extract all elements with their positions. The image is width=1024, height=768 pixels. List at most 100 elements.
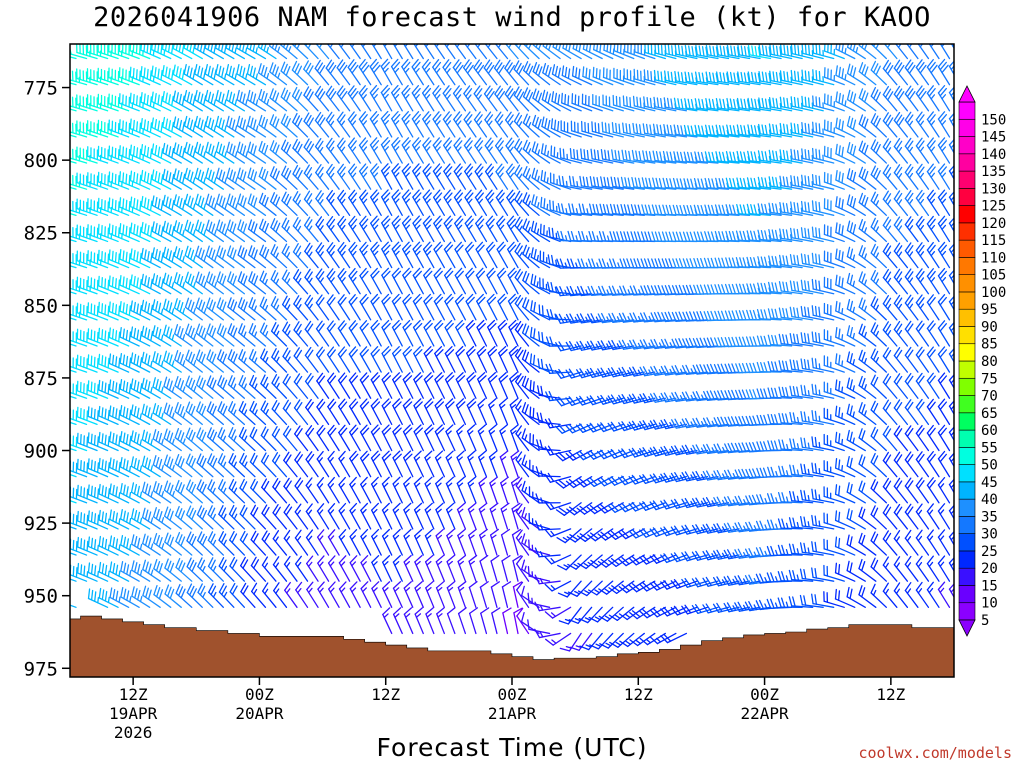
barb-flag (144, 301, 148, 313)
barb-flag (178, 586, 184, 597)
barb-flag (523, 44, 525, 45)
barb-flag (126, 564, 130, 575)
barb-flag (195, 297, 200, 308)
barb-flag (142, 533, 146, 545)
barb-flag (209, 377, 214, 388)
barb-flag (184, 219, 189, 231)
wind-barb (70, 317, 77, 321)
barb-flag (199, 585, 206, 596)
barb-half-flag (192, 255, 196, 262)
barb-flag (114, 199, 117, 211)
wind-barb (175, 557, 193, 582)
barb-flag (196, 427, 202, 438)
barb-flag (208, 325, 214, 336)
wind-barb (70, 134, 77, 138)
barb-flag (119, 171, 122, 182)
barb-flag (143, 93, 146, 105)
barb-flag (211, 249, 216, 260)
barb-flag (173, 246, 178, 257)
barb-flag (123, 510, 126, 522)
wind-barb (108, 353, 130, 373)
barb-flag (146, 146, 150, 158)
wind-barb (164, 558, 182, 582)
barb-flag (184, 167, 188, 179)
barb-half-flag (212, 487, 216, 494)
barb-flag (87, 380, 90, 392)
barb-flag (155, 509, 160, 520)
barb-flag (122, 432, 126, 444)
barb-flag (146, 198, 150, 210)
barb-flag (175, 531, 181, 543)
barb-flag (122, 276, 125, 288)
barb-half-flag (203, 255, 207, 262)
wind-barb (97, 249, 119, 269)
barb-flag (96, 410, 99, 421)
barb-half-flag (203, 177, 206, 184)
barb-flag (207, 479, 213, 490)
barb-flag (139, 148, 142, 160)
wind-barb (70, 369, 77, 373)
barb-flag (101, 511, 104, 523)
barb-flag (101, 329, 104, 340)
barb-flag (122, 458, 126, 470)
barb-flag (87, 458, 90, 470)
barb-flag (128, 409, 132, 421)
wind-barb (141, 455, 161, 478)
barb-flag (169, 484, 174, 495)
barb-flag (175, 557, 181, 568)
barb-flag (196, 401, 201, 412)
barb-flag (183, 89, 188, 101)
wind-barb (151, 247, 172, 269)
barb-flag (125, 408, 129, 419)
barb-half-flag (160, 308, 164, 315)
barb-flag (194, 89, 198, 101)
wind-barb (108, 197, 130, 216)
barb-flag (146, 250, 150, 262)
barb-flag (391, 33, 397, 40)
barb-flag (98, 483, 101, 495)
barb-flag (93, 539, 97, 550)
wind-barb (141, 507, 161, 530)
barb-flag (172, 116, 177, 127)
barb-flag (164, 44, 168, 52)
wind-barb (185, 375, 203, 399)
barb-flag (200, 119, 204, 131)
barb-flag (125, 251, 128, 263)
barb-flag (101, 433, 104, 444)
barb-flag (93, 460, 96, 472)
barb-flag (115, 434, 118, 446)
barb-flag (205, 271, 211, 282)
barb-flag (174, 324, 179, 335)
barb-flag (112, 510, 115, 522)
barb-flag (174, 376, 179, 387)
barb-flag (188, 507, 194, 518)
barb-half-flag (152, 75, 155, 83)
barb-flag (104, 278, 107, 290)
wind-barb (152, 455, 172, 478)
barb-flag (190, 457, 196, 468)
barb-flag (201, 509, 208, 520)
barb-flag (104, 408, 107, 420)
wind-barb (195, 375, 214, 399)
barb-flag (115, 460, 118, 472)
barb-flag (76, 510, 79, 522)
barb-flag (115, 408, 118, 420)
barb-flag (177, 482, 183, 493)
barb-flag (104, 304, 107, 316)
barb-flag (119, 430, 123, 442)
barb-flag (135, 121, 139, 132)
wind-barb (204, 89, 224, 112)
barb-flag (96, 384, 99, 395)
barb-flag (115, 538, 119, 550)
barb-flag (197, 195, 202, 207)
wind-barb (140, 247, 161, 269)
wind-barb (174, 453, 193, 478)
barb-flag (201, 457, 207, 468)
barb-half-flag (150, 387, 153, 394)
wind-barb (173, 142, 193, 164)
wind-barb (174, 350, 193, 373)
barb-half-flag (212, 513, 216, 520)
barb-flag (158, 354, 162, 366)
barb-flag (119, 223, 122, 234)
